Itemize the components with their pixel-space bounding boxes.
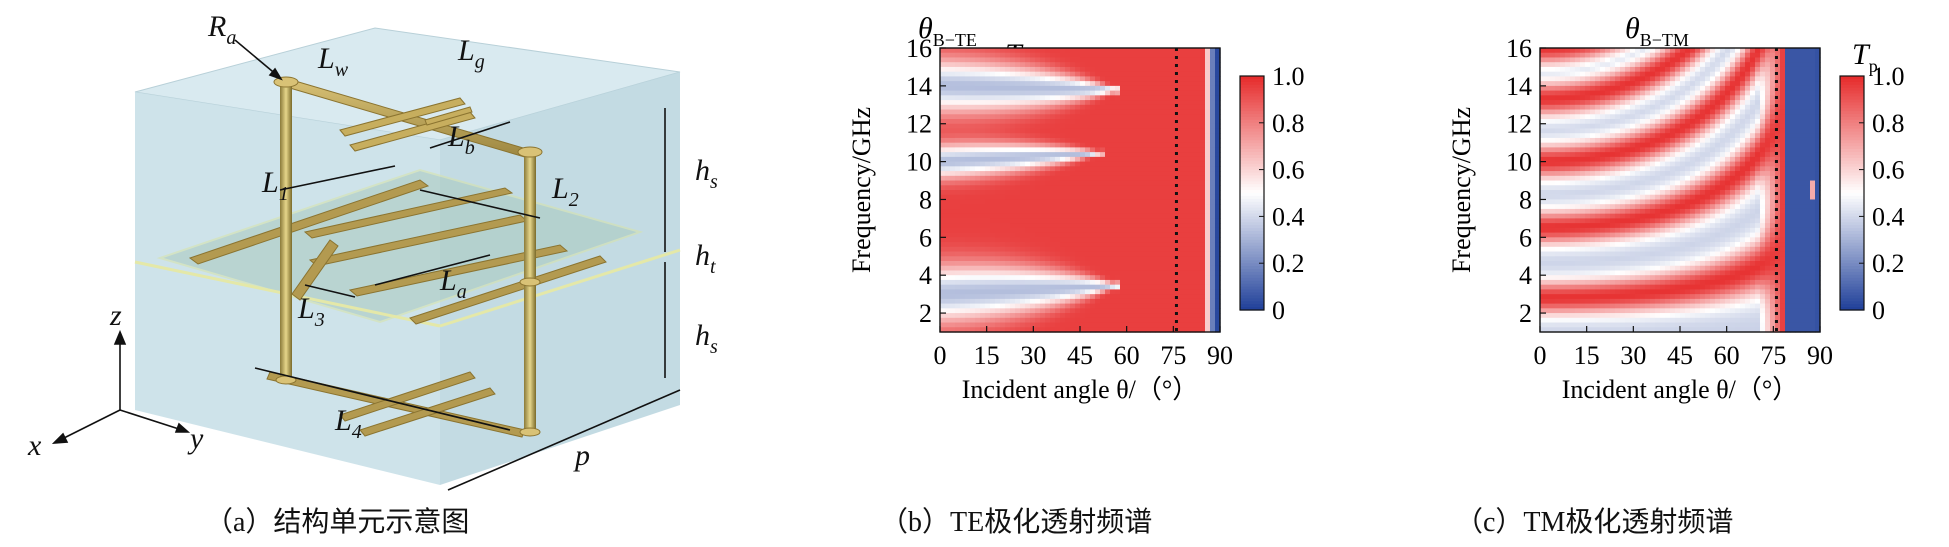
y-tick-label: 12: [906, 110, 932, 139]
x-tick-label: 30: [1620, 341, 1646, 370]
heatmap-plot-area: [1540, 48, 1821, 333]
label-hs-bottom: hs: [695, 319, 718, 358]
colorbar-tick-label: 0.8: [1872, 109, 1905, 138]
axis-z-label: z: [109, 299, 122, 332]
y-tick-label: 10: [1506, 148, 1532, 177]
rod-left: [280, 82, 292, 382]
label-p: p: [573, 439, 590, 472]
colorbar-tick-label: 0: [1872, 296, 1885, 325]
colorbar-tick-label: 0.6: [1272, 156, 1305, 185]
x-tick-label: 15: [974, 341, 1000, 370]
y-tick-label: 4: [919, 261, 932, 290]
y-tick-label: 16: [906, 34, 932, 63]
rod-right: [524, 152, 536, 434]
x-tick-label: 45: [1067, 341, 1093, 370]
label-L3: L3: [297, 292, 325, 331]
unit-cell-diagram: Ra Lw Lg Lb L1 L2 La L3 L4 hs ht hs p x …: [27, 10, 718, 491]
colorbar-tick-label: 0.8: [1272, 109, 1305, 138]
y-tick-label: 8: [919, 185, 932, 214]
y-tick-label: 2: [1519, 299, 1532, 328]
middle-layer-resonators: [188, 179, 607, 325]
colorbar: 0 0.2 0.4 0.6 0.8 1.0: [1839, 62, 1905, 325]
y-axis-label: Frequency/GHz: [1447, 107, 1476, 273]
x-tick-label: 90: [1207, 341, 1233, 370]
panel-b-te-spectrum: θB−TE Ts 0153045607590246810121416Incide…: [760, 0, 1360, 547]
x-tick-label: 15: [1574, 341, 1600, 370]
x-tick-label: 30: [1020, 341, 1046, 370]
x-axis-label: Incident angle θ/（°）: [962, 375, 1199, 404]
caption-b: （b）TE极化透射频谱: [880, 507, 1153, 538]
y-tick-label: 4: [1519, 261, 1532, 290]
colorbar-tick-label: 0: [1272, 296, 1285, 325]
tm-colorbar-title: Tp: [1852, 38, 1878, 76]
y-tick-label: 10: [906, 148, 932, 177]
y-tick-label: 6: [919, 223, 932, 252]
y-tick-label: 16: [1506, 34, 1532, 63]
colorbar: 0 0.2 0.4 0.6 0.8 1.0: [1239, 62, 1305, 325]
colorbar-tick-label: 0.4: [1872, 202, 1905, 231]
y-axis-label: Frequency/GHz: [847, 107, 876, 273]
x-tick-label: 75: [1760, 341, 1786, 370]
x-tick-label: 75: [1160, 341, 1186, 370]
te-heatmap-chart: θB−TE Ts 0153045607590246810121416Incide…: [847, 12, 1305, 404]
label-Lg: Lg: [457, 34, 485, 73]
y-tick-label: 14: [1506, 72, 1532, 101]
x-tick-label: 0: [934, 341, 947, 370]
y-tick-label: 2: [919, 299, 932, 328]
x-tick-label: 60: [1114, 341, 1140, 370]
label-ht: ht: [695, 239, 716, 278]
panel-a-unit-cell: Ra Lw Lg Lb L1 L2 La L3 L4 hs ht hs p x …: [0, 0, 760, 547]
substrate-right-face: [440, 72, 680, 485]
colorbar-tick-label: 0.6: [1872, 156, 1905, 185]
colorbar-tick-label: 0.2: [1872, 249, 1905, 278]
x-tick-label: 0: [1534, 341, 1547, 370]
label-L2: L2: [551, 172, 579, 211]
label-La: La: [439, 264, 467, 303]
y-tick-label: 8: [1519, 185, 1532, 214]
axis-y-label: y: [187, 422, 204, 455]
colorbar-tick-label: 1.0: [1272, 62, 1305, 91]
caption-a: （a）结构单元示意图: [205, 507, 470, 538]
x-axis-label: Incident angle θ/（°）: [1562, 375, 1799, 404]
label-hs-top: hs: [695, 154, 718, 193]
colorbar-tick-label: 0.2: [1272, 249, 1305, 278]
x-tick-label: 90: [1807, 341, 1833, 370]
heatmap-plot-area: [940, 48, 1221, 333]
label-Lw: Lw: [317, 42, 349, 81]
te-brewster-label: θB−TE: [918, 12, 977, 50]
bottom-layer-resonators: [266, 371, 526, 438]
panel-c-tm-spectrum: θB−TM Tp 0 15 30 45 60 75 90 2 4 6 8 10 12 14 16 Incide…: [1360, 0, 1949, 547]
colorbar-tick-label: 0.4: [1272, 202, 1305, 231]
y-tick-label: 6: [1519, 223, 1532, 252]
label-L1: L1: [261, 166, 289, 205]
colorbar-tick-label: 1.0: [1872, 62, 1905, 91]
axis-x-label: x: [27, 429, 42, 462]
label-Lb: Lb: [447, 120, 475, 159]
label-Ra: Ra: [207, 10, 236, 49]
caption-c: （c）TM极化透射频谱: [1455, 507, 1734, 538]
dimension-arrows: [51, 39, 681, 491]
label-L4: L4: [334, 404, 362, 443]
x-tick-label: 60: [1714, 341, 1740, 370]
tm-brewster-label: θB−TM: [1625, 12, 1689, 50]
y-tick-label: 14: [906, 72, 932, 101]
y-tick-label: 12: [1506, 110, 1532, 139]
tm-heatmap-chart: θB−TM Tp 0 15 30 45 60 75 90 2 4 6 8 10 12 14 16 Incide…: [1447, 12, 1905, 404]
x-tick-label: 45: [1667, 341, 1693, 370]
top-layer-resonators: [282, 77, 531, 159]
